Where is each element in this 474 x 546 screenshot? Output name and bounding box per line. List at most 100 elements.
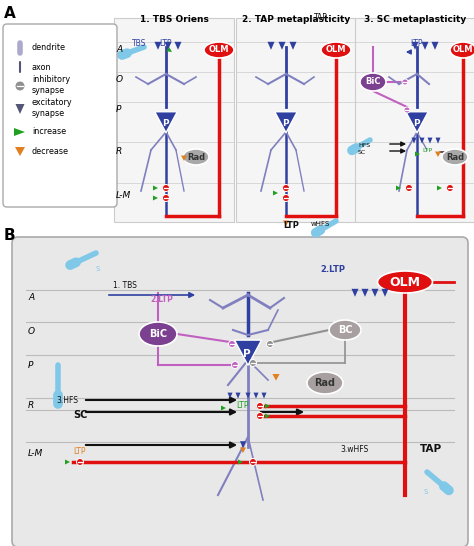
Text: 2. TAP metaplasticity: 2. TAP metaplasticity bbox=[242, 15, 350, 24]
Circle shape bbox=[76, 459, 83, 466]
Text: A: A bbox=[116, 45, 122, 55]
Circle shape bbox=[249, 359, 256, 366]
Circle shape bbox=[447, 185, 454, 192]
Polygon shape bbox=[235, 340, 262, 365]
Text: TBS: TBS bbox=[132, 39, 146, 48]
Text: 1. TBS Oriens: 1. TBS Oriens bbox=[139, 15, 209, 24]
Text: 3.wHFS: 3.wHFS bbox=[340, 445, 368, 454]
Polygon shape bbox=[437, 186, 442, 191]
Bar bbox=[355, 18, 474, 222]
Text: Rad: Rad bbox=[315, 378, 336, 388]
Polygon shape bbox=[174, 42, 182, 50]
Text: B: B bbox=[4, 228, 16, 242]
Polygon shape bbox=[236, 393, 240, 399]
Text: L-M: L-M bbox=[28, 449, 43, 459]
Text: OLM: OLM bbox=[326, 45, 346, 55]
Polygon shape bbox=[352, 289, 358, 297]
Polygon shape bbox=[221, 406, 226, 411]
Circle shape bbox=[163, 185, 170, 192]
Polygon shape bbox=[153, 186, 158, 191]
Polygon shape bbox=[153, 195, 158, 200]
Text: dendrite: dendrite bbox=[32, 44, 66, 52]
Polygon shape bbox=[240, 441, 246, 448]
Ellipse shape bbox=[183, 149, 209, 165]
Circle shape bbox=[256, 412, 264, 419]
Text: TAP: TAP bbox=[314, 13, 328, 22]
Polygon shape bbox=[240, 448, 246, 453]
Text: SC: SC bbox=[358, 150, 366, 155]
Text: LTP: LTP bbox=[422, 148, 432, 153]
Text: LTP: LTP bbox=[160, 39, 172, 48]
Text: O: O bbox=[116, 75, 123, 85]
Polygon shape bbox=[254, 393, 258, 399]
Text: S: S bbox=[96, 266, 100, 272]
Text: HFS: HFS bbox=[358, 143, 370, 148]
Text: 1. TBS: 1. TBS bbox=[113, 281, 137, 290]
FancyBboxPatch shape bbox=[12, 237, 468, 546]
Polygon shape bbox=[396, 186, 401, 191]
Text: 2.LTP: 2.LTP bbox=[150, 295, 173, 304]
Text: A: A bbox=[28, 294, 34, 302]
Ellipse shape bbox=[329, 320, 361, 340]
Circle shape bbox=[405, 185, 412, 192]
Polygon shape bbox=[273, 374, 280, 381]
Circle shape bbox=[163, 194, 170, 201]
Polygon shape bbox=[428, 138, 432, 144]
Ellipse shape bbox=[360, 73, 386, 91]
Polygon shape bbox=[15, 147, 25, 156]
Text: Rad: Rad bbox=[446, 152, 464, 162]
Circle shape bbox=[231, 361, 238, 369]
Text: LTP: LTP bbox=[283, 221, 299, 230]
Text: A: A bbox=[4, 5, 16, 21]
Text: BiC: BiC bbox=[149, 329, 167, 339]
Text: S: S bbox=[424, 489, 428, 495]
Ellipse shape bbox=[450, 42, 474, 58]
Polygon shape bbox=[421, 42, 428, 50]
Circle shape bbox=[402, 79, 408, 85]
Text: P: P bbox=[162, 118, 168, 128]
Text: BiC: BiC bbox=[365, 78, 381, 86]
Polygon shape bbox=[181, 156, 187, 161]
Polygon shape bbox=[362, 289, 368, 297]
Text: OLM: OLM bbox=[390, 276, 420, 288]
Text: SC: SC bbox=[73, 410, 87, 420]
Polygon shape bbox=[411, 42, 419, 50]
Text: increase: increase bbox=[32, 128, 66, 136]
Text: OLM: OLM bbox=[453, 45, 473, 55]
Polygon shape bbox=[65, 460, 70, 465]
Ellipse shape bbox=[442, 149, 468, 165]
Bar bbox=[236, 18, 356, 222]
Text: decrease: decrease bbox=[32, 146, 69, 156]
Text: 3.HFS: 3.HFS bbox=[56, 396, 78, 405]
Text: axon: axon bbox=[32, 62, 52, 72]
Text: wHFS: wHFS bbox=[311, 221, 330, 227]
Polygon shape bbox=[155, 42, 162, 50]
Text: P: P bbox=[116, 105, 121, 115]
Text: P: P bbox=[282, 118, 288, 128]
Bar bbox=[114, 18, 234, 222]
Text: OLM: OLM bbox=[209, 45, 229, 55]
Polygon shape bbox=[415, 151, 420, 157]
Polygon shape bbox=[436, 138, 440, 144]
Ellipse shape bbox=[139, 322, 177, 346]
Text: P: P bbox=[28, 360, 33, 370]
Polygon shape bbox=[14, 128, 25, 136]
Text: LTP: LTP bbox=[410, 39, 422, 48]
Polygon shape bbox=[419, 138, 425, 144]
Circle shape bbox=[228, 341, 236, 347]
Text: TAP: TAP bbox=[420, 444, 442, 454]
Polygon shape bbox=[265, 413, 270, 418]
Text: Rad: Rad bbox=[187, 152, 205, 162]
Text: BC: BC bbox=[337, 325, 352, 335]
Ellipse shape bbox=[377, 271, 432, 293]
Polygon shape bbox=[406, 112, 428, 133]
Polygon shape bbox=[166, 47, 172, 52]
Text: R: R bbox=[28, 401, 34, 411]
Polygon shape bbox=[411, 138, 417, 144]
FancyBboxPatch shape bbox=[3, 24, 117, 207]
Text: S: S bbox=[58, 392, 63, 398]
Polygon shape bbox=[372, 289, 379, 297]
Text: LTP: LTP bbox=[73, 447, 85, 456]
Circle shape bbox=[404, 107, 410, 113]
Polygon shape bbox=[267, 42, 274, 50]
